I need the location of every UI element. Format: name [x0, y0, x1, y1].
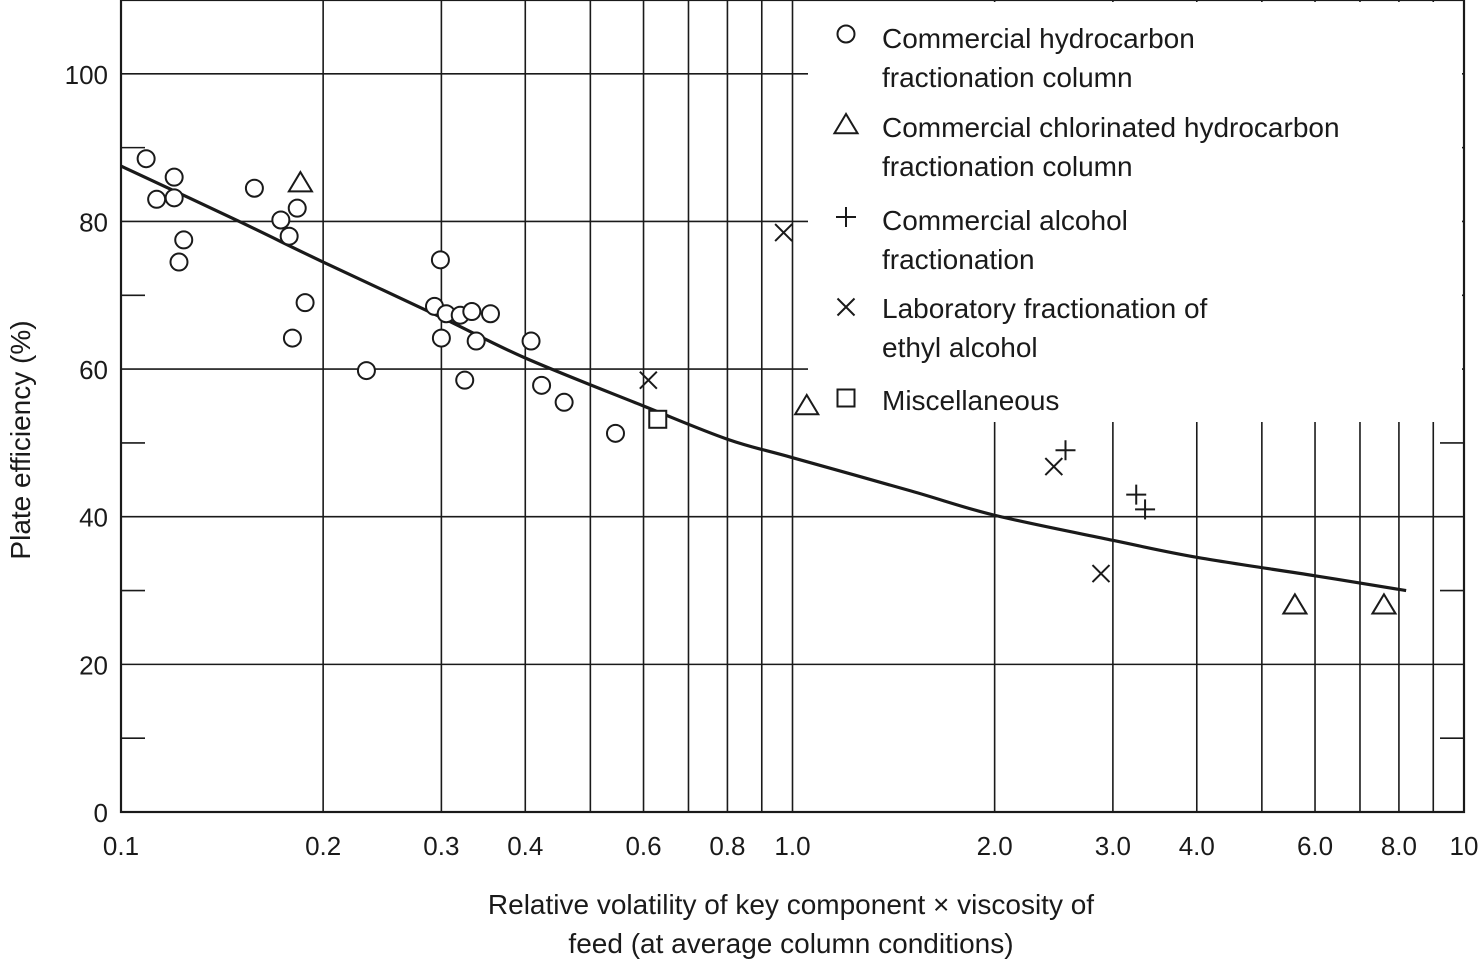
x-axis-label-line-1: Relative volatility of key component × v…	[488, 889, 1094, 920]
legend-marker-triangle	[832, 112, 860, 135]
data-points	[136, 149, 1398, 615]
data-point-circle-9	[282, 328, 302, 348]
data-point-circle-25	[605, 423, 625, 443]
data-point-circle-21	[480, 304, 500, 324]
curve-layer	[120, 164, 1407, 593]
x-tick-label-1: 0.2	[305, 831, 341, 861]
x-axis-label-line-2: feed (at average column conditions)	[568, 928, 1013, 959]
legend-label-2-line-1: fractionation	[882, 244, 1035, 275]
data-point-circle-1	[147, 189, 167, 209]
data-point-plus-0	[1055, 440, 1076, 461]
legend-label-2-line-0: Commercial alcohol	[882, 205, 1128, 236]
data-point-circle-24	[554, 392, 574, 412]
y-tick-label-4: 80	[79, 207, 108, 237]
data-point-x-3	[1091, 564, 1111, 583]
data-point-circle-0	[136, 149, 156, 169]
legend-marker-square	[836, 388, 856, 408]
data-point-circle-2	[164, 167, 184, 187]
data-point-circle-8	[279, 226, 299, 246]
legend-label-0-line-0: Commercial hydrocarbon	[882, 23, 1195, 54]
x-tick-label-8: 3.0	[1095, 831, 1131, 861]
legend-background	[808, 2, 1462, 422]
data-point-circle-14	[430, 250, 450, 270]
data-point-x-2	[1044, 457, 1064, 476]
data-point-circle-4	[169, 252, 189, 272]
legend-label-4-line-0: Miscellaneous	[882, 385, 1059, 416]
data-point-square-0	[648, 409, 668, 429]
y-tick-label-1: 20	[79, 650, 108, 680]
x-tick-label-5: 0.8	[709, 831, 745, 861]
legend-marker-plus	[836, 207, 856, 227]
y-tick-label-2: 40	[79, 503, 108, 533]
data-point-triangle-3	[1370, 592, 1398, 615]
data-point-circle-10	[287, 198, 307, 218]
y-axis-label: Plate efficiency (%)	[5, 320, 36, 559]
data-point-circle-18	[455, 370, 475, 390]
data-point-circle-20	[466, 331, 486, 351]
data-point-circle-3	[164, 188, 184, 208]
x-tick-label-6: 1.0	[774, 831, 810, 861]
data-point-circle-12	[356, 361, 376, 381]
x-tick-label-2: 0.3	[423, 831, 459, 861]
data-point-circle-23	[532, 375, 552, 395]
data-point-triangle-0	[287, 170, 314, 193]
axis-labels: Relative volatility of key component × v…	[5, 320, 1094, 959]
x-tick-label-12: 10	[1450, 831, 1478, 861]
data-point-circle-22	[521, 331, 541, 351]
data-point-triangle-1	[793, 393, 821, 416]
data-point-circle-11	[295, 293, 315, 313]
axis-ticks: 0.1 0.2 0.3 0.4 0.6 0.8 1.0 2.0 3.0 4.0 6.0 8.0 1002…	[65, 60, 1478, 861]
data-point-triangle-2	[1281, 592, 1309, 615]
x-tick-label-9: 4.0	[1179, 831, 1215, 861]
fit-curve	[120, 164, 1407, 593]
data-point-circle-5	[174, 230, 194, 250]
data-point-circle-15	[431, 328, 451, 348]
x-tick-label-3: 0.4	[507, 831, 543, 861]
x-tick-label-4: 0.6	[625, 831, 661, 861]
x-tick-label-0: 0.1	[103, 831, 139, 861]
data-point-plus-2	[1135, 499, 1156, 520]
legend-marker-circle	[836, 24, 856, 44]
legend-label-3-line-0: Laboratory fractionation of	[882, 293, 1208, 324]
legend-label-0-line-1: fractionation column	[882, 62, 1133, 93]
data-point-circle-19	[462, 302, 482, 322]
data-point-x-1	[774, 223, 793, 242]
x-tick-label-11: 8.0	[1381, 831, 1417, 861]
y-tick-label-3: 60	[79, 355, 108, 385]
legend-marker-x	[836, 297, 856, 317]
legend-label-1-line-1: fractionation column	[882, 151, 1133, 182]
data-point-x-0	[639, 370, 658, 390]
x-tick-label-10: 6.0	[1297, 831, 1333, 861]
y-tick-label-5: 100	[65, 60, 108, 90]
legend: Commercial hydrocarbon fractionation colu…	[808, 2, 1462, 422]
legend-label-1-line-0: Commercial chlorinated hydrocarbon	[882, 112, 1340, 143]
data-point-circle-7	[271, 210, 291, 230]
x-tick-label-7: 2.0	[977, 831, 1013, 861]
y-tick-label-0: 0	[94, 798, 108, 828]
legend-label-3-line-1: ethyl alcohol	[882, 332, 1038, 363]
data-point-circle-6	[244, 178, 264, 198]
plot-frame	[119, 0, 1466, 814]
data-point-plus-1	[1126, 484, 1147, 505]
